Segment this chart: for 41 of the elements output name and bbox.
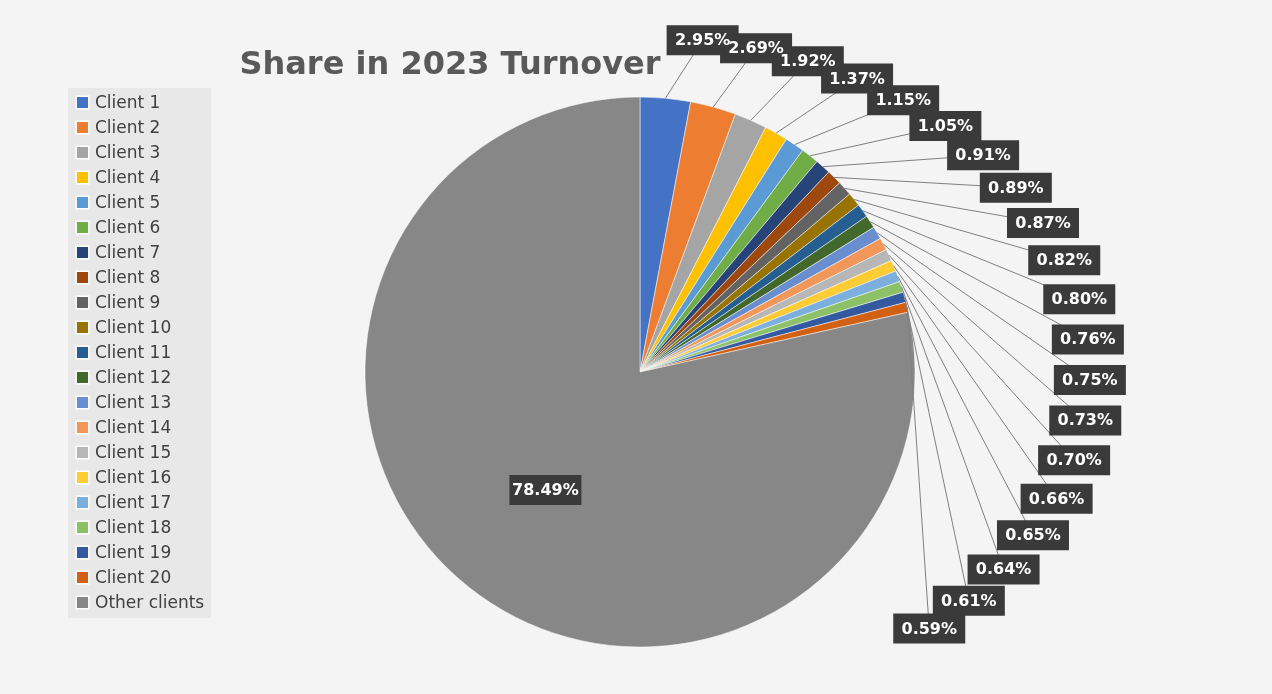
chart-title: Share in 2023 Turnover bbox=[239, 44, 661, 82]
legend-label: Client 14 bbox=[95, 416, 172, 437]
legend-label: Client 5 bbox=[95, 191, 161, 212]
data-label: 0.87% bbox=[1015, 212, 1071, 232]
legend-label: Client 8 bbox=[95, 266, 161, 287]
data-label: 0.76% bbox=[1060, 329, 1116, 349]
data-label: 0.80% bbox=[1051, 289, 1108, 309]
data-label: 0.75% bbox=[1062, 370, 1118, 389]
data-label: 0.59% bbox=[901, 618, 958, 638]
legend-label: Client 7 bbox=[95, 241, 161, 262]
data-label: 0.61% bbox=[941, 590, 997, 610]
data-label: 0.65% bbox=[1005, 525, 1061, 545]
legend-label: Client 6 bbox=[95, 216, 161, 237]
legend-label: Client 18 bbox=[95, 516, 172, 537]
legend-label: Client 13 bbox=[95, 391, 172, 412]
legend-label: Client 16 bbox=[95, 466, 172, 487]
legend-label: Client 11 bbox=[95, 341, 172, 362]
data-label: 0.73% bbox=[1057, 410, 1114, 430]
legend-label: Client 2 bbox=[95, 116, 161, 137]
data-label: 1.37% bbox=[829, 68, 885, 88]
legend-label: Client 15 bbox=[95, 441, 172, 462]
legend-label: Client 12 bbox=[95, 366, 172, 387]
data-label: 0.66% bbox=[1028, 488, 1085, 508]
data-label: 0.64% bbox=[975, 559, 1032, 579]
data-label: 78.49% bbox=[512, 480, 579, 500]
legend-label: Client 19 bbox=[95, 541, 172, 562]
legend-label: Client 1 bbox=[95, 91, 161, 112]
data-label: 0.91% bbox=[955, 145, 1011, 165]
data-label: 1.05% bbox=[917, 115, 974, 135]
legend-label: Client 4 bbox=[95, 166, 161, 187]
legend-label: Client 10 bbox=[95, 316, 172, 337]
data-label: 1.15% bbox=[875, 90, 931, 110]
legend-label: Client 17 bbox=[95, 491, 172, 512]
legend-label: Client 9 bbox=[95, 291, 161, 312]
data-label: 2.95% bbox=[674, 30, 731, 50]
data-label: 0.70% bbox=[1046, 450, 1102, 470]
data-label: 0.89% bbox=[988, 177, 1044, 197]
data-label: 0.82% bbox=[1036, 250, 1093, 270]
legend-label: Client 20 bbox=[95, 566, 172, 587]
legend-label: Other clients bbox=[95, 591, 205, 612]
legend-label: Client 3 bbox=[95, 141, 161, 162]
